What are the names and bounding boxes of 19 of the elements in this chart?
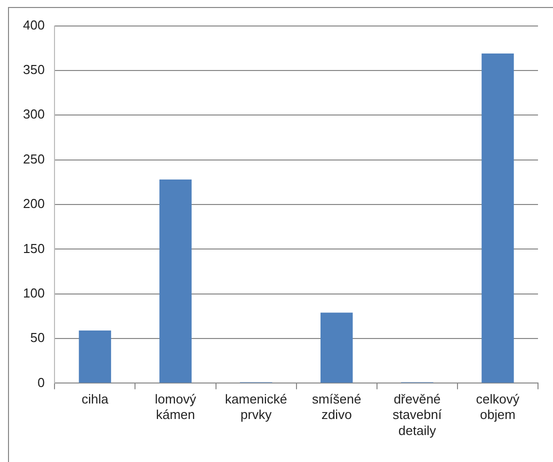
bar <box>78 330 112 383</box>
y-tick-label: 50 <box>30 330 45 346</box>
x-tick-label: lomový kámen <box>154 392 197 422</box>
y-tick-label: 250 <box>22 151 45 166</box>
y-tick-label: 200 <box>22 196 45 212</box>
x-tick-label: celkový objem <box>476 392 520 422</box>
x-tick-label: cihla <box>82 392 110 407</box>
x-tick-label: kamenické prvky <box>225 392 288 422</box>
y-tick-label: 400 <box>22 17 45 32</box>
x-tick-label: smíšené zdivo <box>312 392 362 422</box>
bar <box>159 179 192 383</box>
x-tick-label: dřevěné stavební detaily <box>392 392 442 438</box>
bar <box>482 54 514 383</box>
y-tick-label: 300 <box>22 106 45 122</box>
y-tick-label: 0 <box>37 374 45 390</box>
y-tick-label: 350 <box>22 62 45 78</box>
y-tick-label: 150 <box>22 240 45 256</box>
y-tick-label: 100 <box>22 285 45 300</box>
bar <box>320 312 353 383</box>
